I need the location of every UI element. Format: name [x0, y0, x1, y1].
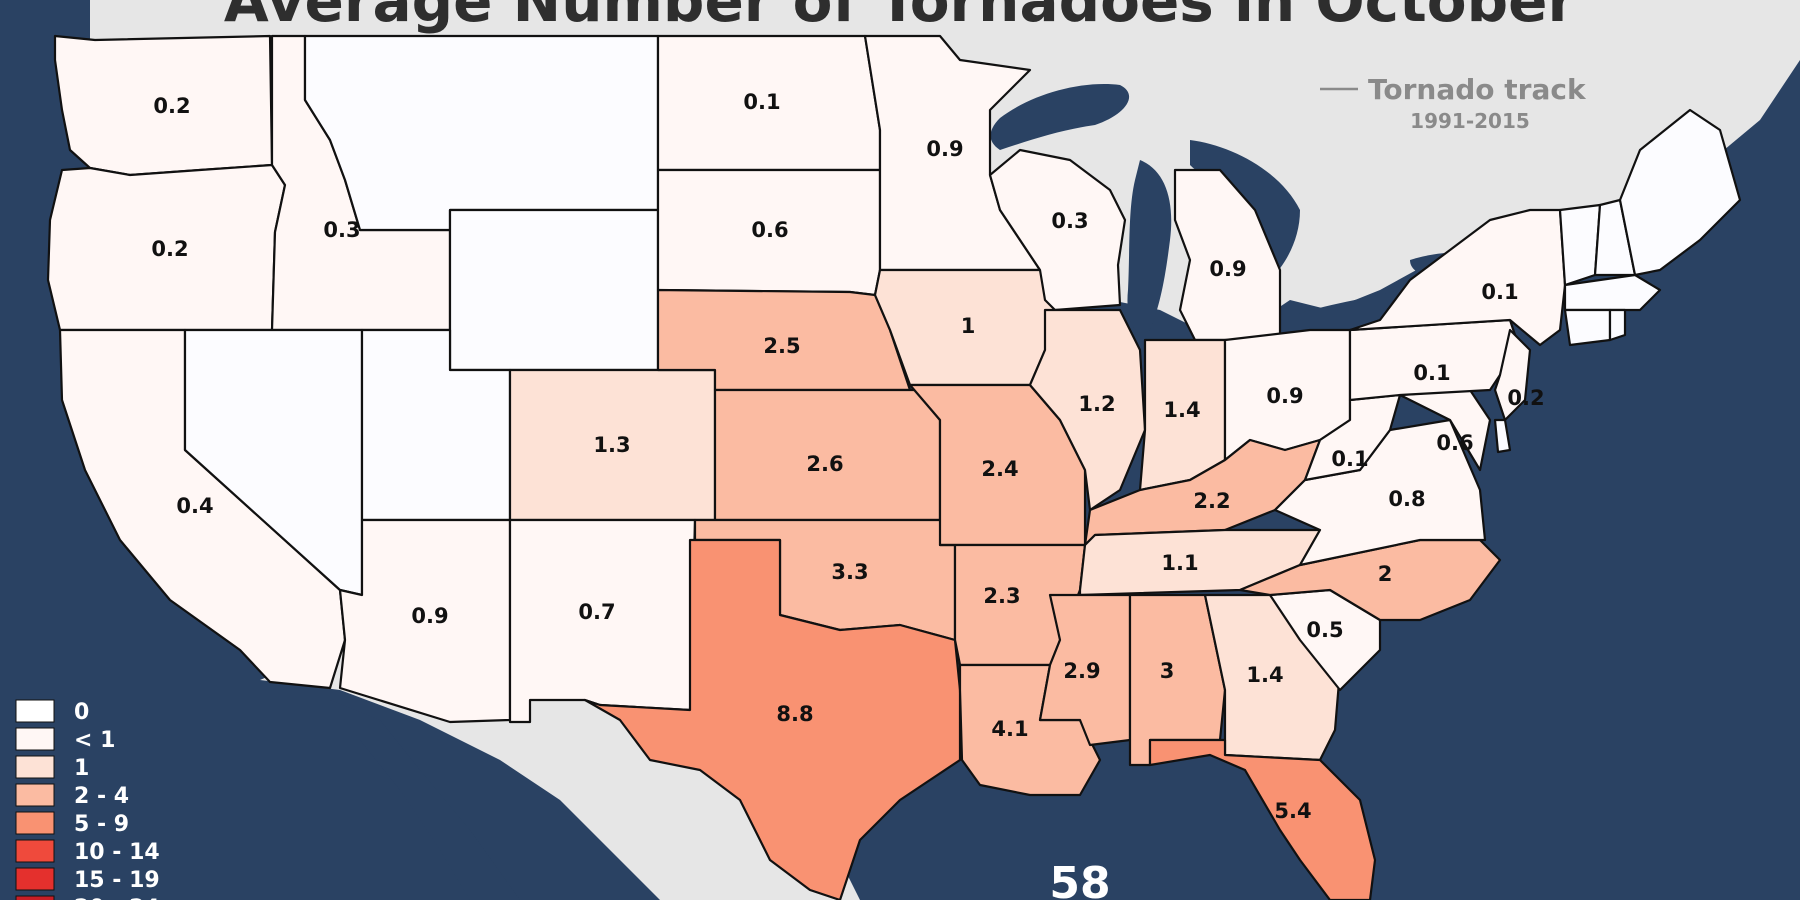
legend-label: 20 - 24 [74, 896, 160, 900]
state-value-pa: 0.1 [1413, 361, 1450, 385]
state-value-wi: 0.3 [1051, 209, 1088, 233]
state-wi [988, 148, 1127, 312]
state-ma [1563, 273, 1662, 312]
lake-erie [1280, 290, 1404, 335]
state-value-ca: 0.4 [176, 494, 213, 518]
state-value-or: 0.2 [151, 237, 188, 261]
state-value-in: 1.4 [1163, 398, 1200, 422]
legend-item: 15 - 19 [15, 867, 160, 893]
state-value-ny: 0.1 [1481, 280, 1518, 304]
state-me [1618, 108, 1742, 277]
track-label: Tornado track [1368, 73, 1587, 106]
state-value-ky: 2.2 [1193, 489, 1230, 513]
mexico-land [260, 650, 860, 900]
legend-label: 1 [74, 756, 89, 781]
state-value-wa: 0.2 [153, 94, 190, 118]
state-value-ia: 1 [961, 314, 976, 338]
legend-swatch [15, 811, 55, 835]
map-title: Average Number of Tornadoes in October [224, 0, 1577, 35]
state-wy [448, 208, 660, 372]
legend-item: 0 [15, 699, 89, 725]
state-value-sd: 0.6 [751, 218, 788, 242]
tornado-track-note: Tornado track 1991-2015 [1320, 73, 1587, 133]
state-value-nj: 0.2 [1507, 386, 1544, 410]
legend-label: 5 - 9 [74, 812, 129, 837]
legend-item: 5 - 9 [15, 811, 129, 837]
state-value-fl: 5.4 [1274, 799, 1311, 823]
state-value-nc: 2 [1378, 562, 1393, 586]
lake-michigan [1127, 160, 1172, 333]
state-value-az: 0.9 [411, 604, 448, 628]
state-labels-layer: 0.2 0.2 0.4 0.3 1.3 0.9 0.7 0.1 0.6 2.5 2.6 3.3 8.8 0… [151, 90, 1544, 823]
state-value-mi: 0.9 [1209, 257, 1246, 281]
legend-swatch [15, 839, 55, 863]
state-value-oh: 0.9 [1266, 384, 1303, 408]
legend-item: 1 [15, 755, 89, 781]
state-wv [1303, 393, 1402, 482]
legend-swatch [15, 895, 55, 900]
state-value-ga: 1.4 [1246, 663, 1283, 687]
state-value-md: 0.6 [1436, 431, 1473, 455]
state-mt [303, 34, 660, 232]
state-value-sc: 0.5 [1306, 618, 1343, 642]
state-value-tn: 1.1 [1161, 551, 1198, 575]
baja-ocean-cut [330, 700, 520, 900]
state-value-al: 3 [1160, 659, 1175, 683]
state-pa [1348, 318, 1522, 402]
legend-label: 2 - 4 [74, 784, 129, 809]
legend-swatch [15, 867, 55, 891]
state-value-mn: 0.9 [926, 137, 963, 161]
total-count: 58 [1049, 858, 1110, 900]
state-ri [1608, 308, 1627, 342]
legend-item: 2 - 4 [15, 783, 129, 809]
legend-label: 10 - 14 [74, 840, 160, 865]
state-value-ar: 2.3 [983, 584, 1020, 608]
state-value-wv: 0.1 [1331, 447, 1368, 471]
state-tx [583, 538, 962, 900]
legend-label: 15 - 19 [74, 868, 160, 893]
state-value-nd: 0.1 [743, 90, 780, 114]
state-value-nm: 0.7 [578, 600, 615, 624]
lake-superior [990, 84, 1130, 150]
state-value-ok: 3.3 [831, 560, 868, 584]
track-years: 1991-2015 [1410, 109, 1530, 133]
legend: 0 < 1 1 2 - 4 5 - 9 10 - 14 15 - 19 20 - 24 [15, 699, 160, 900]
state-value-mo: 2.4 [981, 457, 1018, 481]
state-value-co: 1.3 [593, 433, 630, 457]
legend-label: 0 [74, 700, 89, 725]
state-ct [1563, 308, 1612, 347]
state-value-ks: 2.6 [806, 452, 843, 476]
state-value-va: 0.8 [1388, 487, 1425, 511]
state-de [1493, 418, 1512, 454]
legend-swatch [15, 727, 55, 751]
state-value-ne: 2.5 [763, 334, 800, 358]
legend-swatch [15, 755, 55, 779]
legend-swatch [15, 699, 55, 723]
legend-swatch [15, 783, 55, 807]
state-value-il: 1.2 [1078, 392, 1115, 416]
legend-item: 20 - 24 [15, 895, 160, 900]
state-value-id: 0.3 [323, 218, 360, 242]
states-layer [46, 34, 1742, 900]
state-value-ms: 2.9 [1063, 659, 1100, 683]
legend-label: < 1 [74, 728, 115, 753]
state-vt [1558, 203, 1602, 287]
legend-item: < 1 [15, 727, 115, 753]
state-value-la: 4.1 [991, 717, 1028, 741]
state-value-tx: 8.8 [776, 702, 813, 726]
legend-item: 10 - 14 [15, 839, 160, 865]
state-fl [1148, 738, 1377, 900]
